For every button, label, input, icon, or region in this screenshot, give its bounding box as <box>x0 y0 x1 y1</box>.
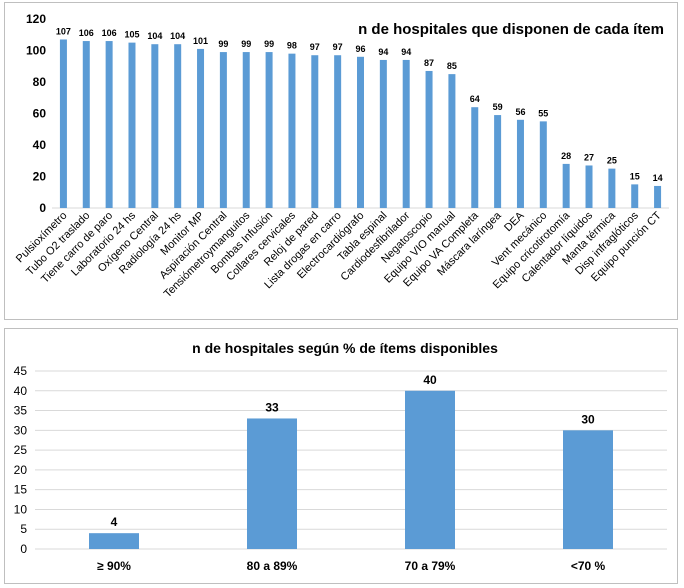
y-tick-label: 20 <box>33 170 47 184</box>
x-tick-label: ≥ 90% <box>97 559 131 573</box>
y-tick-label: 25 <box>14 443 28 457</box>
y-tick-label: 35 <box>14 404 28 418</box>
data-label: 94 <box>378 47 388 57</box>
data-label: 97 <box>333 42 343 52</box>
x-tick-label: 70 a 79% <box>405 559 456 573</box>
data-label: 15 <box>630 171 640 181</box>
data-label: 98 <box>287 41 297 51</box>
x-tick-label: 80 a 89% <box>247 559 298 573</box>
data-label: 64 <box>470 94 480 104</box>
data-label: 87 <box>424 58 434 68</box>
y-tick-label: 120 <box>26 12 46 26</box>
bar <box>59 39 67 208</box>
chart-items-panel: n de hospitales que disponen de cada íte… <box>4 2 678 320</box>
bar <box>357 56 364 208</box>
bar <box>631 184 639 208</box>
bar <box>242 52 250 209</box>
bar <box>471 107 479 208</box>
bar <box>265 52 273 209</box>
bar <box>105 41 113 208</box>
y-tick-label: 40 <box>14 384 28 398</box>
bar <box>425 70 433 208</box>
data-label: 97 <box>310 42 320 52</box>
bar <box>405 390 455 549</box>
data-label: 96 <box>355 44 365 54</box>
data-label: 106 <box>102 28 117 38</box>
chart-items: n de hospitales que disponen de cada íte… <box>14 12 669 300</box>
data-label: 101 <box>193 36 208 46</box>
y-tick-label: 10 <box>14 502 28 516</box>
bar <box>89 533 139 549</box>
data-label: 25 <box>607 156 617 166</box>
bar <box>128 42 136 208</box>
bar <box>608 168 616 208</box>
y-tick-label: 5 <box>20 522 27 536</box>
data-label: 56 <box>515 107 525 117</box>
bar <box>494 115 502 208</box>
y-tick-label: 15 <box>14 483 28 497</box>
data-label: 33 <box>265 400 279 414</box>
bar <box>654 185 662 208</box>
y-tick-label: 100 <box>26 44 46 58</box>
y-tick-label: 80 <box>33 75 47 89</box>
bar <box>197 48 205 208</box>
chart-percent: n de hospitales según % de ítems disponi… <box>14 340 667 573</box>
data-label: 94 <box>401 47 411 57</box>
data-label: 55 <box>538 108 548 118</box>
y-tick-label: 0 <box>39 201 46 215</box>
data-label: 40 <box>423 373 437 387</box>
data-label: 104 <box>170 31 185 41</box>
bar <box>334 55 342 208</box>
bar <box>516 119 524 208</box>
bar <box>448 74 456 208</box>
chart-title: n de hospitales según % de ítems disponi… <box>192 340 498 356</box>
data-label: 107 <box>56 26 71 36</box>
data-label: 27 <box>584 152 594 162</box>
data-label: 59 <box>493 102 503 112</box>
data-label: 4 <box>111 515 118 529</box>
data-label: 14 <box>653 173 663 183</box>
bar <box>174 44 182 209</box>
y-tick-label: 0 <box>20 542 27 556</box>
bar <box>379 59 387 209</box>
bar <box>288 53 296 209</box>
x-tick-label: <70 % <box>571 559 606 573</box>
data-label: 99 <box>218 39 228 49</box>
chart-title: n de hospitales que disponen de cada íte… <box>358 21 664 38</box>
y-tick-label: 40 <box>33 138 47 152</box>
data-label: 99 <box>264 39 274 49</box>
chart-percent-panel: n de hospitales según % de ítems disponi… <box>4 328 678 584</box>
y-tick-label: 30 <box>14 423 28 437</box>
y-tick-label: 20 <box>14 463 28 477</box>
bar <box>585 165 593 208</box>
bar <box>219 52 227 209</box>
data-label: 99 <box>241 39 251 49</box>
bar <box>82 41 90 208</box>
bar <box>562 163 570 208</box>
bar <box>247 418 297 549</box>
bar <box>311 55 319 208</box>
y-tick-label: 60 <box>33 107 47 121</box>
data-label: 30 <box>581 412 595 426</box>
y-tick-label: 45 <box>14 364 28 378</box>
data-label: 106 <box>79 28 94 38</box>
data-label: 105 <box>124 30 139 40</box>
data-label: 28 <box>561 151 571 161</box>
data-label: 104 <box>147 31 162 41</box>
bar <box>539 121 547 208</box>
data-label: 85 <box>447 61 457 71</box>
bar <box>402 59 410 209</box>
bar <box>151 44 159 209</box>
bar <box>563 430 613 549</box>
